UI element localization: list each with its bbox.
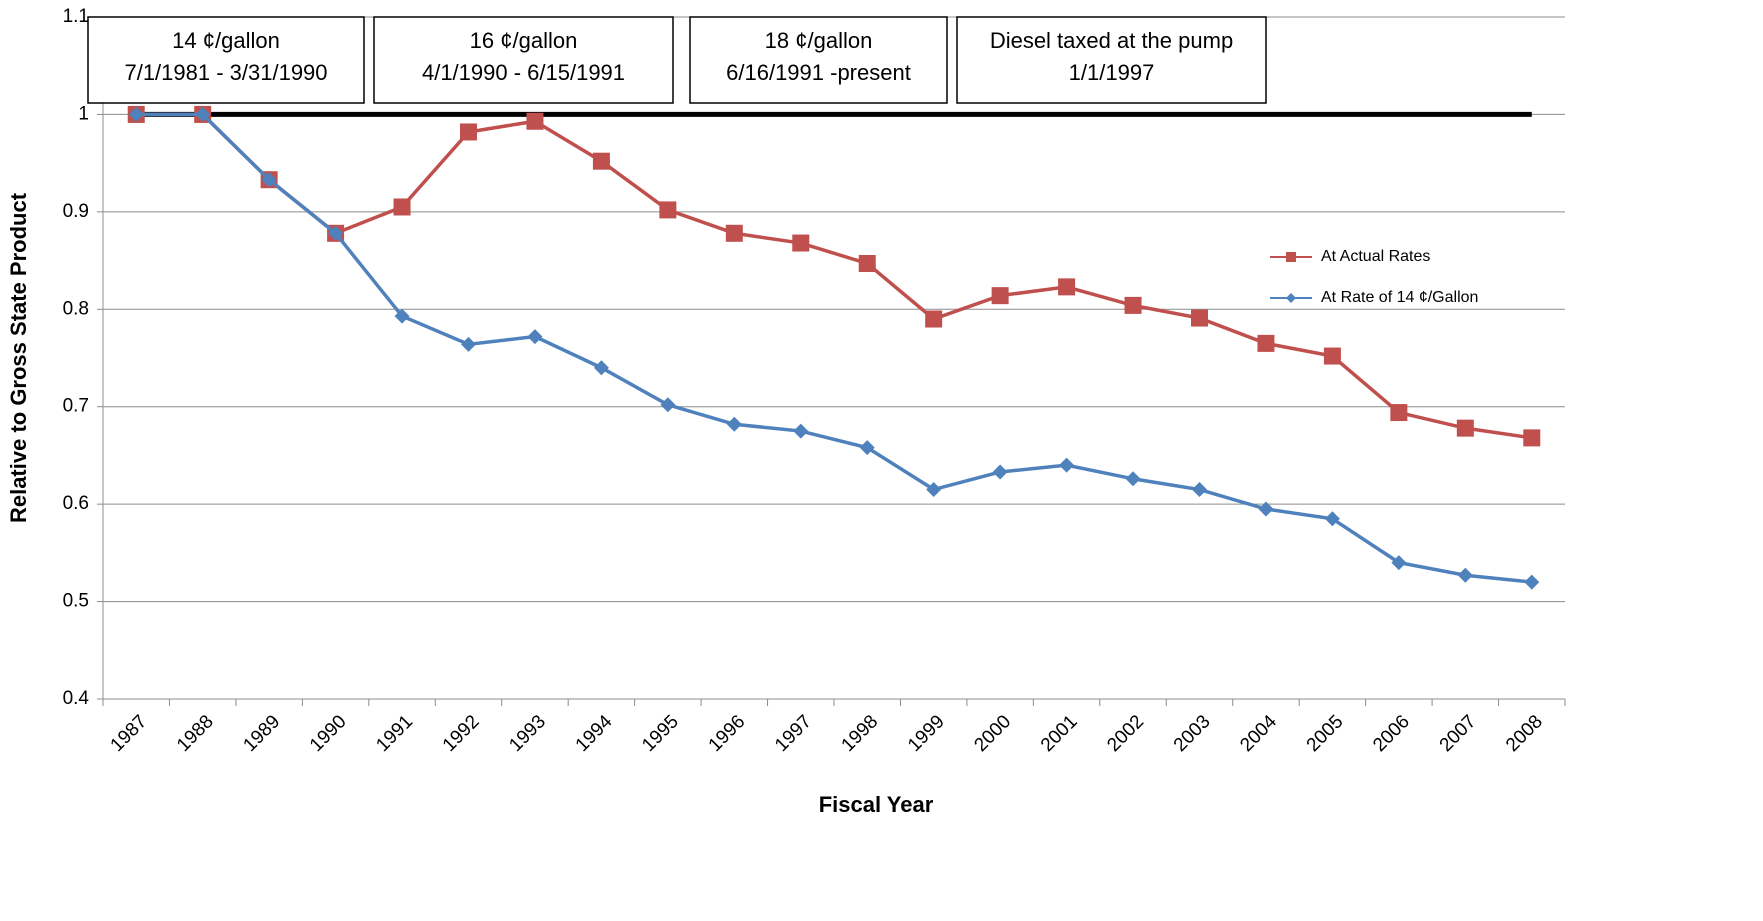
x-tick-label: 1997 (771, 711, 816, 756)
marker (859, 440, 875, 456)
marker (1258, 501, 1274, 517)
marker (1191, 309, 1208, 327)
annotation-text: 7/1/1981 - 3/31/1990 (124, 60, 327, 85)
marker (1124, 296, 1142, 314)
marker (1257, 334, 1275, 352)
annotation-box (87, 16, 365, 104)
x-tick-label: 2002 (1103, 711, 1148, 756)
marker (1323, 347, 1341, 365)
x-tick-label: 1999 (904, 711, 949, 756)
marker (593, 360, 609, 376)
x-tick-label: 2003 (1170, 711, 1215, 756)
x-tick-label: 2004 (1236, 711, 1281, 756)
marker (1324, 511, 1340, 527)
marker (1192, 482, 1207, 498)
marker (195, 106, 211, 122)
marker (128, 106, 144, 122)
y-tick-label: 1 (78, 103, 89, 124)
series-line (136, 112, 1533, 440)
marker (527, 329, 543, 345)
x-tick-label: 2006 (1369, 711, 1414, 756)
y-tick-label: 0.9 (63, 201, 89, 222)
y-tick-label: 0.6 (63, 493, 89, 514)
marker (726, 416, 742, 432)
marker (460, 123, 477, 141)
annotation-text: 6/16/1991 -present (726, 60, 911, 85)
marker (991, 287, 1009, 305)
annotation-box (956, 16, 1267, 104)
marker (1390, 404, 1408, 422)
marker (858, 254, 876, 272)
x-tick-label: 2005 (1303, 711, 1348, 756)
y-tick-label: 0.7 (63, 396, 89, 417)
x-tick-label: 1995 (638, 711, 683, 756)
y-tick-label: 0.8 (63, 298, 89, 319)
marker (1286, 293, 1296, 303)
marker (393, 198, 411, 216)
annotation-text: 18 ¢/gallon (765, 28, 873, 53)
x-tick-label: 1993 (505, 711, 550, 756)
annotation-box (373, 16, 674, 104)
annotation-text: 16 ¢/gallon (470, 28, 578, 53)
y-tick-label: 0.4 (63, 688, 90, 709)
marker (1125, 471, 1141, 487)
marker (792, 234, 810, 252)
legend-label: At Rate of 14 ¢/Gallon (1321, 289, 1478, 306)
x-tick-label: 2007 (1436, 711, 1481, 756)
x-tick-label: 2001 (1037, 711, 1082, 756)
marker (793, 423, 809, 439)
marker (660, 397, 676, 413)
x-tick-label: 1994 (572, 711, 617, 756)
y-tick-label: 1.1 (63, 6, 89, 27)
marker (992, 464, 1008, 480)
x-axis-title: Fiscal Year (819, 792, 934, 817)
legend-label: At Actual Rates (1321, 248, 1430, 265)
annotation-text: 4/1/1990 - 6/15/1991 (422, 60, 625, 85)
x-tick-label: 1991 (372, 711, 417, 756)
x-tick-label: 1990 (306, 711, 351, 756)
marker (394, 308, 410, 324)
annotation-text: Diesel taxed at the pump (990, 28, 1233, 53)
series-line (136, 112, 1532, 584)
marker (592, 152, 610, 170)
y-axis-title: Relative to Gross State Product (6, 192, 31, 523)
marker (1457, 567, 1473, 583)
x-tick-label: 1988 (173, 711, 218, 756)
marker (1523, 429, 1541, 447)
marker (1524, 574, 1540, 590)
marker (261, 172, 277, 188)
y-tick-label: 0.5 (63, 591, 89, 612)
x-tick-label: 1992 (439, 711, 484, 756)
x-tick-label: 2000 (970, 711, 1015, 756)
x-tick-label: 1996 (705, 711, 750, 756)
x-tick-label: 1998 (838, 711, 883, 756)
marker (659, 201, 677, 219)
marker (925, 310, 943, 328)
marker (926, 482, 942, 498)
marker (461, 336, 476, 352)
x-tick-label: 1987 (107, 711, 152, 756)
marker (1456, 419, 1474, 437)
annotation-box (689, 16, 948, 104)
marker (1391, 555, 1407, 571)
x-tick-label: 2008 (1502, 711, 1547, 756)
marker (1286, 252, 1296, 262)
x-tick-label: 1989 (239, 711, 284, 756)
annotation-text: 14 ¢/gallon (172, 28, 280, 53)
annotation-text: 1/1/1997 (1069, 60, 1155, 85)
marker (526, 112, 544, 130)
marker (328, 225, 344, 241)
marker (1059, 457, 1075, 473)
marker (1058, 278, 1076, 296)
marker (725, 224, 743, 242)
